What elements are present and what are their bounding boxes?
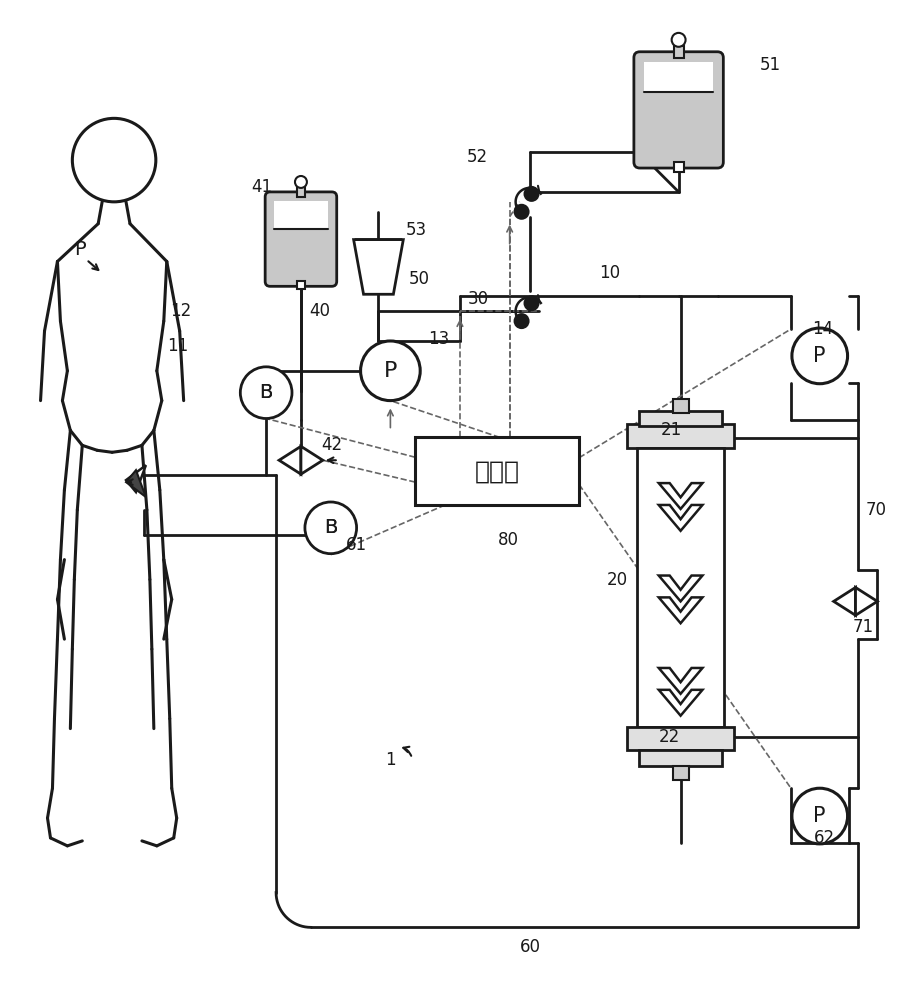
Text: B: B [324,518,337,537]
Polygon shape [658,597,702,623]
Polygon shape [279,446,301,474]
Polygon shape [126,465,146,492]
Text: 61: 61 [346,536,366,554]
Bar [297,187,305,197]
Polygon shape [354,240,404,294]
Bar [673,399,688,413]
Polygon shape [658,690,702,716]
Polygon shape [356,240,400,287]
Polygon shape [658,505,702,531]
Text: 22: 22 [658,728,680,746]
Text: 10: 10 [600,264,620,282]
Text: 52: 52 [467,148,488,166]
Circle shape [672,33,686,47]
Bar [674,162,684,172]
Text: 控制部: 控制部 [474,459,520,483]
Polygon shape [658,576,702,601]
Text: 12: 12 [170,302,191,320]
FancyBboxPatch shape [634,52,724,168]
Bar [415,437,580,505]
Text: P: P [814,346,826,366]
Circle shape [514,314,529,328]
Polygon shape [834,587,855,615]
Text: 70: 70 [865,501,886,519]
Bar [627,727,735,750]
Text: 14: 14 [812,320,833,338]
Circle shape [524,187,539,201]
Bar [673,766,688,780]
Bar [674,46,684,58]
FancyBboxPatch shape [265,192,336,286]
Text: 50: 50 [408,270,429,288]
Text: 41: 41 [251,178,272,196]
Text: 30: 30 [468,290,489,308]
Polygon shape [658,483,702,509]
Polygon shape [126,470,146,497]
Text: 80: 80 [498,531,519,549]
Text: 60: 60 [520,938,541,956]
Text: P: P [814,806,826,826]
Circle shape [514,205,529,219]
Text: P: P [74,240,86,259]
Text: 62: 62 [814,829,835,847]
Text: 20: 20 [607,571,629,589]
Circle shape [361,341,420,401]
Circle shape [524,296,539,310]
Circle shape [240,367,292,419]
Polygon shape [301,446,323,474]
Text: 40: 40 [309,302,330,320]
Text: 21: 21 [660,421,682,439]
Bar [297,281,305,289]
Text: B: B [259,383,273,402]
Text: 11: 11 [167,337,188,355]
Polygon shape [855,587,877,615]
Text: 51: 51 [760,56,781,74]
Circle shape [792,328,847,384]
Text: B: B [259,383,273,402]
Text: 1: 1 [385,751,396,769]
Circle shape [295,176,307,188]
Circle shape [73,118,156,202]
Circle shape [305,502,356,554]
Bar [639,411,722,426]
Bar [637,448,725,727]
Bar [644,62,714,92]
Text: 53: 53 [405,221,426,239]
Text: 42: 42 [321,436,342,454]
Bar [639,750,722,766]
Circle shape [792,788,847,844]
Text: P: P [384,361,397,381]
Bar [274,201,327,229]
Bar [627,424,735,448]
Polygon shape [658,668,702,694]
Text: B: B [324,518,337,537]
Text: 71: 71 [853,618,873,636]
Text: 13: 13 [428,330,449,348]
